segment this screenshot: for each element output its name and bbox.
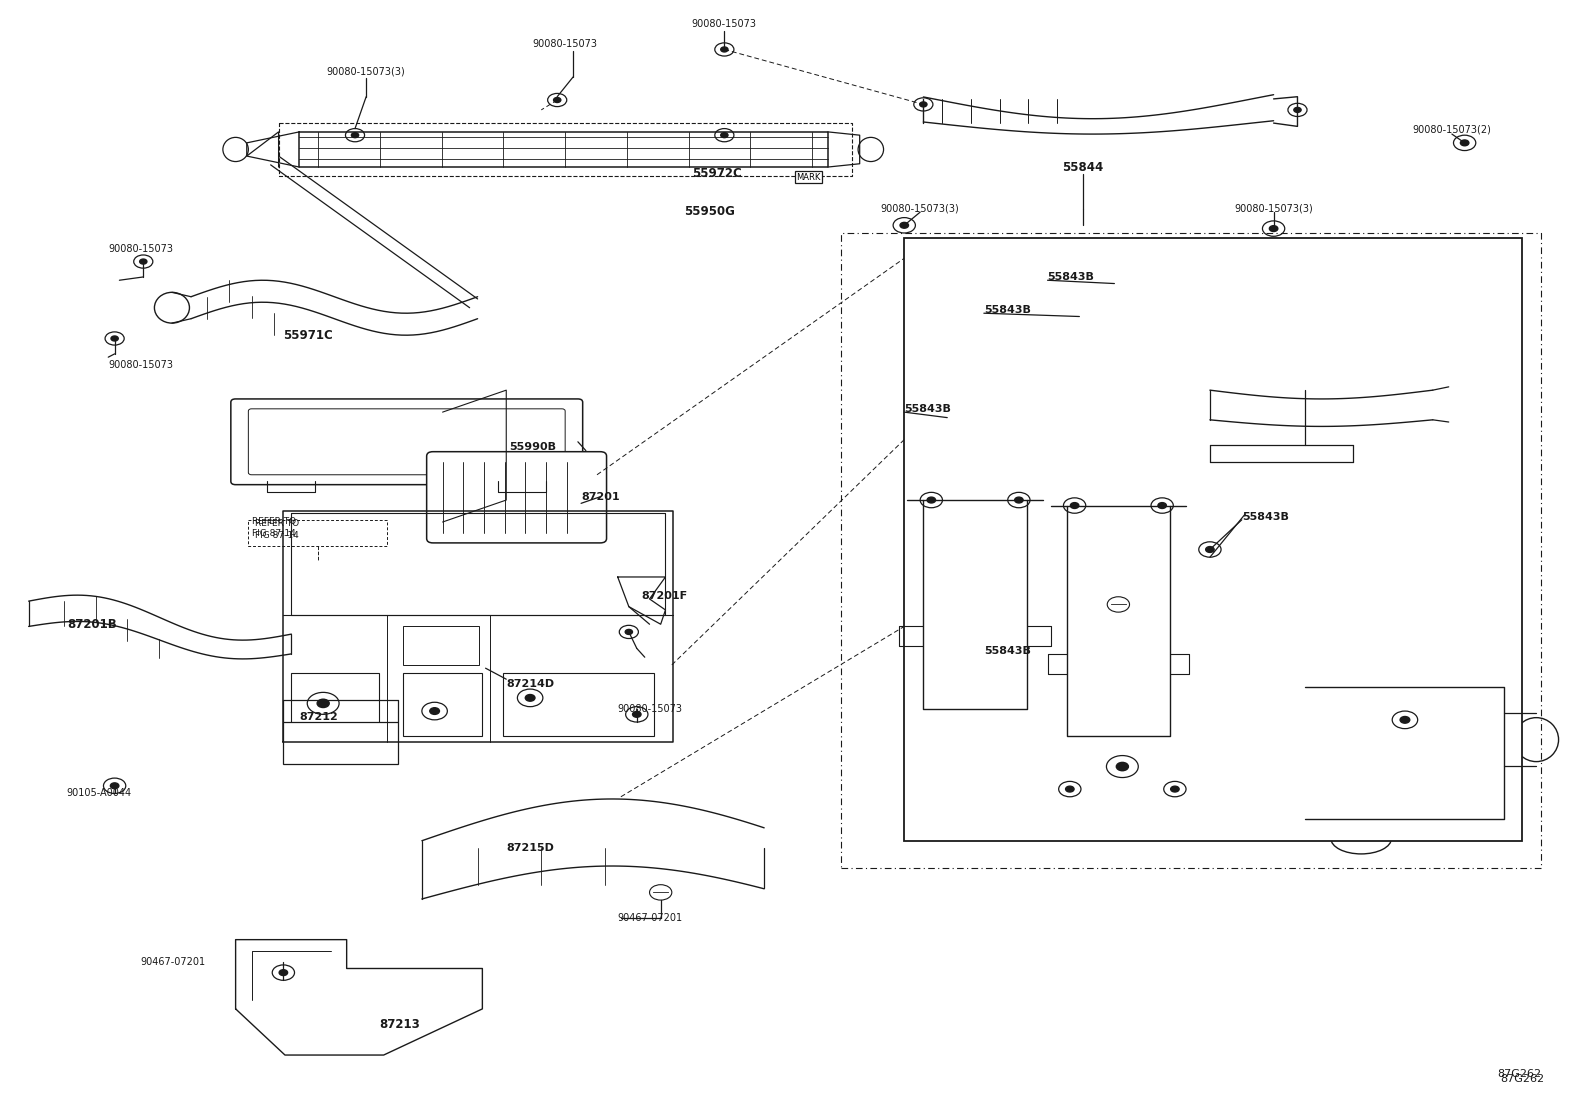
Circle shape — [1460, 140, 1469, 146]
Circle shape — [1269, 225, 1278, 232]
Text: 90105-A0044: 90105-A0044 — [67, 788, 132, 799]
Text: 90080-15073: 90080-15073 — [693, 19, 756, 30]
Text: 55971C: 55971C — [283, 329, 333, 342]
Text: 90467-07201: 90467-07201 — [140, 956, 205, 967]
Text: 55843B: 55843B — [904, 403, 950, 414]
Text: 55950G: 55950G — [685, 204, 736, 218]
Text: 55972C: 55972C — [693, 167, 742, 180]
Text: 87201F: 87201F — [642, 590, 688, 601]
Circle shape — [899, 222, 909, 229]
Bar — [503, 673, 654, 736]
Circle shape — [554, 98, 560, 102]
Circle shape — [1157, 502, 1167, 509]
Text: 90080-15073(3): 90080-15073(3) — [1234, 203, 1313, 214]
Bar — [283, 722, 398, 764]
Circle shape — [632, 711, 642, 718]
Text: 90080-15073(3): 90080-15073(3) — [326, 66, 406, 77]
Text: 90080-15073: 90080-15073 — [108, 359, 174, 370]
Text: 90080-15073: 90080-15073 — [533, 38, 597, 49]
Circle shape — [1116, 763, 1129, 770]
Circle shape — [721, 133, 728, 137]
Bar — [403, 673, 482, 736]
Circle shape — [140, 259, 146, 264]
FancyBboxPatch shape — [248, 409, 565, 475]
Bar — [1318, 744, 1492, 810]
Bar — [291, 673, 379, 736]
Circle shape — [1065, 786, 1075, 792]
Circle shape — [1170, 786, 1180, 792]
Text: REFER TO
FIG 87-14: REFER TO FIG 87-14 — [252, 518, 296, 537]
Circle shape — [1399, 717, 1411, 723]
Text: 87215D: 87215D — [506, 843, 554, 854]
Bar — [904, 238, 1522, 841]
Circle shape — [317, 699, 330, 708]
Text: REFER TO
FIG 87-14: REFER TO FIG 87-14 — [255, 519, 299, 540]
Circle shape — [279, 969, 288, 976]
FancyBboxPatch shape — [231, 399, 583, 485]
Circle shape — [430, 708, 439, 714]
Circle shape — [721, 47, 728, 52]
Text: 55843B: 55843B — [1242, 511, 1288, 522]
Circle shape — [110, 782, 119, 789]
Circle shape — [525, 695, 535, 701]
Circle shape — [927, 497, 936, 503]
Text: 55843B: 55843B — [1048, 271, 1094, 282]
Text: 90080-15073(2): 90080-15073(2) — [1412, 124, 1492, 135]
Circle shape — [352, 133, 358, 137]
Circle shape — [920, 102, 927, 107]
Circle shape — [111, 336, 118, 341]
Text: 55843B: 55843B — [984, 304, 1030, 315]
Text: 87G262: 87G262 — [1500, 1074, 1544, 1085]
Bar — [1051, 731, 1194, 802]
Circle shape — [1070, 502, 1079, 509]
Text: 90080-15073: 90080-15073 — [108, 244, 174, 255]
Circle shape — [1205, 546, 1215, 553]
Text: 55843B: 55843B — [984, 645, 1030, 656]
FancyBboxPatch shape — [427, 452, 607, 543]
Circle shape — [1294, 108, 1301, 112]
Text: 87213: 87213 — [379, 1018, 420, 1031]
Bar — [403, 626, 479, 665]
Text: 87201: 87201 — [581, 491, 619, 502]
Text: 87212: 87212 — [299, 711, 338, 722]
Circle shape — [626, 630, 632, 634]
Text: 90080-15073: 90080-15073 — [618, 703, 683, 714]
Text: 87G262: 87G262 — [1496, 1069, 1541, 1079]
Circle shape — [1014, 497, 1024, 503]
Text: 90467-07201: 90467-07201 — [618, 912, 683, 923]
Text: 87201B: 87201B — [67, 618, 116, 631]
Text: 55990B: 55990B — [509, 442, 557, 453]
Text: MARK: MARK — [796, 173, 821, 181]
Text: 87214D: 87214D — [506, 678, 554, 689]
Text: 55844: 55844 — [1062, 160, 1103, 174]
Text: 90080-15073(3): 90080-15073(3) — [880, 203, 960, 214]
